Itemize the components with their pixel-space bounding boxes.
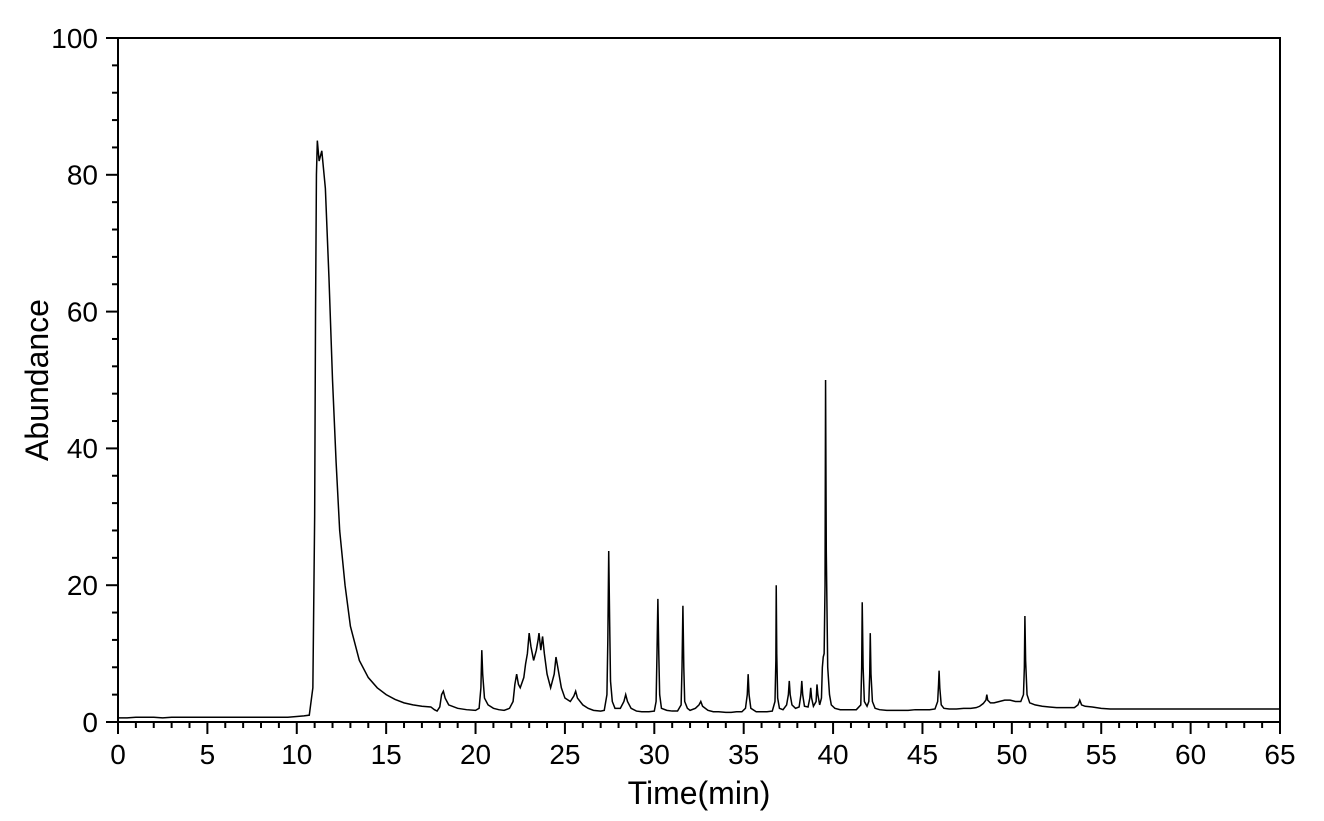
y-tick-label: 0 (82, 707, 98, 738)
x-tick-label: 0 (110, 739, 126, 770)
chart-svg: 0 5 10 15 20 25 30 35 40 45 50 55 60 65 0 20 40 60 80 100 Ti… (0, 0, 1324, 821)
x-tick-label: 50 (996, 739, 1027, 770)
x-tick-label: 65 (1264, 739, 1295, 770)
x-tick-label: 5 (200, 739, 216, 770)
x-axis-label: Time(min) (628, 775, 771, 811)
y-axis-label: Abundance (19, 299, 55, 461)
y-tick-label: 100 (51, 23, 98, 54)
chromatogram-chart: 0 5 10 15 20 25 30 35 40 45 50 55 60 65 0 20 40 60 80 100 Ti… (0, 0, 1324, 821)
x-tick-label: 15 (371, 739, 402, 770)
x-tick-label: 35 (728, 739, 759, 770)
x-tick-label: 20 (460, 739, 491, 770)
y-tick-label: 80 (67, 160, 98, 191)
chromatogram-trace (118, 141, 1280, 718)
x-tick-label: 45 (907, 739, 938, 770)
y-tick-label: 20 (67, 570, 98, 601)
x-tick-label: 30 (639, 739, 670, 770)
x-tick-label: 60 (1175, 739, 1206, 770)
x-tick-label: 55 (1086, 739, 1117, 770)
y-tick-label: 40 (67, 433, 98, 464)
x-tick-label: 25 (549, 739, 580, 770)
y-tick-label: 60 (67, 296, 98, 327)
x-tick-label: 40 (817, 739, 848, 770)
plot-frame (118, 38, 1280, 722)
x-tick-label: 10 (281, 739, 312, 770)
